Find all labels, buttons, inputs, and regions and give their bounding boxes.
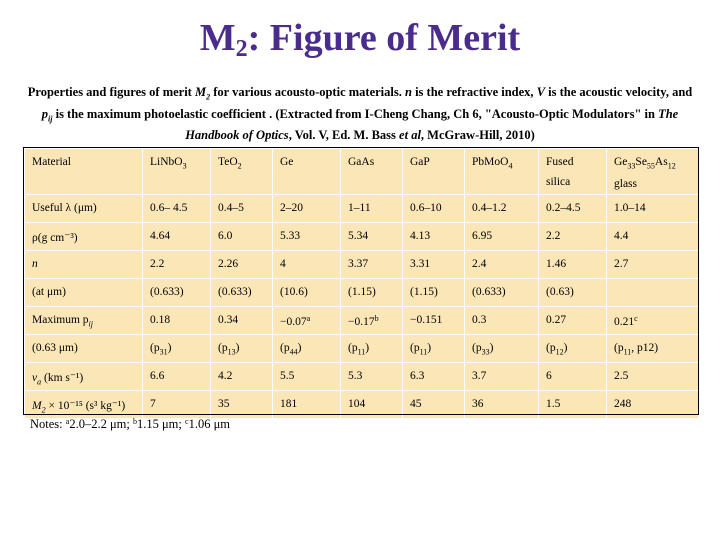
table-cell: 2.26 (210, 250, 273, 279)
table-row: (0.63 μm) (p31) (p13) (p44) (p11) (p11) (p33)(… (24, 334, 699, 363)
row-label: (0.63 μm) (24, 334, 143, 363)
table-cell: 2.5 (606, 362, 699, 391)
table-cell: 0.6– 4.5 (142, 194, 211, 223)
table-cell: 3.37 (340, 250, 403, 279)
table-cell: 2.4 (464, 250, 539, 279)
table-cell: −0.07a (272, 306, 341, 335)
table-cell: (10.6) (272, 278, 341, 307)
table-cell: 1.0–14 (606, 194, 699, 223)
table-caption: Properties and figures of merit M2 for v… (27, 85, 693, 142)
table-cell: 4 (272, 250, 341, 279)
table-cell: 36 (464, 390, 539, 419)
header-col: TeO2 (210, 148, 273, 195)
table-row: n 2.2 2.26 4 3.37 3.31 2.4 1.46 2.7 (24, 250, 699, 279)
properties-table: Material LiNbO3 TeO2 Ge GaAs GaP PbMoO4 … (24, 148, 699, 419)
header-col: Fused silica (538, 148, 607, 195)
table-cell: 1–11 (340, 194, 403, 223)
table-cell: −0.151 (402, 306, 465, 335)
table-cell: 5.33 (272, 222, 341, 251)
table-cell: 0.18 (142, 306, 211, 335)
table-cell: 6.6 (142, 362, 211, 391)
table-cell: 0.27 (538, 306, 607, 335)
header-material: Material (24, 148, 143, 195)
table-cell: 5.34 (340, 222, 403, 251)
row-label: Maximum pij (24, 306, 143, 335)
table-cell: (p44) (272, 334, 341, 363)
table-cell: 2.7 (606, 250, 699, 279)
page-title: M2: Figure of Merit (199, 17, 521, 62)
table-cell: 4.13 (402, 222, 465, 251)
table-cell: (p13) (210, 334, 273, 363)
table-cell: (p11, p12) (606, 334, 699, 363)
row-label: ρ(g cm⁻³) (24, 222, 143, 251)
table-cell: 1.46 (538, 250, 607, 279)
table-cell: 248 (606, 390, 699, 419)
table-cell: 104 (340, 390, 403, 419)
table-cell: −0.17b (340, 306, 403, 335)
row-label: va (km s⁻¹) (24, 362, 143, 391)
table-row: va (km s⁻¹) 6.6 4.2 5.5 5.3 6.3 3.7 6 2.5 (24, 362, 699, 391)
table-cell: (0.633) (210, 278, 273, 307)
header-col: LiNbO3 (142, 148, 211, 195)
table-row: ρ(g cm⁻³) 4.64 6.0 5.33 5.34 4.13 6.95 2.2 4.4 (24, 222, 699, 251)
table-header-row: Material LiNbO3 TeO2 Ge GaAs GaP PbMoO4 … (24, 148, 699, 195)
header-col: Ge (272, 148, 341, 195)
row-label: Useful λ (μm) (24, 194, 143, 223)
table-cell (606, 278, 699, 307)
table-cell: 6.3 (402, 362, 465, 391)
table-cell: 4.2 (210, 362, 273, 391)
table-cell: 7 (142, 390, 211, 419)
table-cell: (p11) (402, 334, 465, 363)
header-col: PbMoO4 (464, 148, 539, 195)
table-cell: (1.15) (340, 278, 403, 307)
table-cell: 0.4–1.2 (464, 194, 539, 223)
table-cell: 0.21c (606, 306, 699, 335)
table-cell: 2.2 (142, 250, 211, 279)
table-cell: 35 (210, 390, 273, 419)
table-cell: 0.4–5 (210, 194, 273, 223)
table-cell: 4.64 (142, 222, 211, 251)
table-cell: (0.633) (464, 278, 539, 307)
table-cell: 0.2–4.5 (538, 194, 607, 223)
table-cell: 6.0 (210, 222, 273, 251)
table-row: (at μm) (0.633) (0.633) (10.6) (1.15) (1.15)(… (24, 278, 699, 307)
table-cell: (1.15) (402, 278, 465, 307)
table-notes: Notes: a2.0–2.2 μm; b1.15 μm; c1.06 μm (30, 417, 231, 431)
table-cell: (p12) (538, 334, 607, 363)
table-cell: 1.5 (538, 390, 607, 419)
table-cell: 0.34 (210, 306, 273, 335)
row-label: n (24, 250, 143, 279)
table-cell: 2.2 (538, 222, 607, 251)
table-cell: 5.3 (340, 362, 403, 391)
table-row: M2 × 10⁻¹⁵ (s³ kg⁻¹) 7 35 181 104 45 36 1.5 248 (24, 390, 699, 419)
table-cell: 4.4 (606, 222, 699, 251)
header-col: GaP (402, 148, 465, 195)
table-cell: 0.6–10 (402, 194, 465, 223)
table-cell: 181 (272, 390, 341, 419)
table-cell: (0.63) (538, 278, 607, 307)
table-cell: 2–20 (272, 194, 341, 223)
table-cell: 6 (538, 362, 607, 391)
row-label: (at μm) (24, 278, 143, 307)
table-cell: (0.633) (142, 278, 211, 307)
row-label: M2 × 10⁻¹⁵ (s³ kg⁻¹) (24, 390, 143, 419)
table-row: Maximum pij 0.18 0.34 −0.07a −0.17b −0.151 0.3… (24, 306, 699, 335)
header-col: Ge33Se55As12 glass (606, 148, 699, 195)
table-row: Useful λ (μm) 0.6– 4.5 0.4–5 2–20 1–11 0.6–10… (24, 194, 699, 223)
header-col: GaAs (340, 148, 403, 195)
table-cell: (p33) (464, 334, 539, 363)
table-cell: 0.3 (464, 306, 539, 335)
table-cell: 5.5 (272, 362, 341, 391)
table-cell: 3.7 (464, 362, 539, 391)
table-cell: (p31) (142, 334, 211, 363)
table-cell: 3.31 (402, 250, 465, 279)
table-cell: 6.95 (464, 222, 539, 251)
table-cell: 45 (402, 390, 465, 419)
table-cell: (p11) (340, 334, 403, 363)
